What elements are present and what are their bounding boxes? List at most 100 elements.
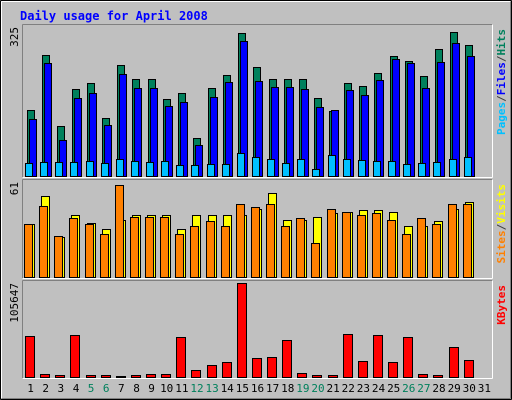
bar-fill (161, 374, 171, 378)
legend-entry: / (495, 223, 508, 230)
bar-outline (297, 159, 305, 177)
x-tick-label-day-5: 5 (88, 382, 95, 395)
bar-fill (221, 226, 230, 278)
bar-pages-day-13 (207, 164, 215, 177)
bar-fill (207, 365, 217, 378)
bar-fill (29, 119, 37, 177)
bar-fill (190, 226, 199, 278)
bar-sites-day-14 (221, 226, 230, 278)
bar-outline (54, 236, 63, 278)
bar-fill (146, 162, 154, 177)
x-tick-label-day-23: 23 (357, 382, 370, 395)
bar-pages-day-1 (25, 163, 33, 177)
bar-fill (418, 374, 428, 378)
bar-outline (432, 224, 441, 278)
bar-outline (145, 217, 154, 278)
bar-fill (373, 161, 381, 177)
bar-outline (86, 375, 96, 378)
bar-outline (327, 209, 336, 278)
bar-fill (165, 106, 173, 177)
bar-outline (281, 226, 290, 278)
bar-sites-day-8 (130, 217, 139, 278)
bar-fill (252, 157, 260, 177)
bar-pages-day-30 (464, 157, 472, 177)
bar-kbytes-day-28 (433, 375, 443, 378)
bar-fill (433, 162, 441, 177)
bar-fill (191, 370, 201, 378)
bar-outline (221, 226, 230, 278)
bar-sites-day-17 (266, 204, 275, 278)
bar-outline (252, 157, 260, 177)
bar-outline (251, 207, 260, 278)
bar-kbytes-day-27 (418, 374, 428, 378)
bar-fill (331, 110, 339, 177)
x-tick-label-day-21: 21 (326, 382, 339, 395)
x-tick-label-day-7: 7 (118, 382, 125, 395)
x-tick-label-day-30: 30 (463, 382, 476, 395)
bar-fill (101, 375, 111, 378)
bar-pages-day-20 (312, 169, 320, 177)
bar-pages-day-15 (237, 153, 245, 177)
bar-outline (417, 218, 426, 278)
bar-fill (392, 59, 400, 177)
bar-kbytes-day-11 (176, 337, 186, 378)
bar-fill (297, 159, 305, 177)
bar-kbytes-day-8 (131, 375, 141, 378)
bar-fill (70, 335, 80, 378)
bar-outline (116, 159, 124, 177)
bar-outline (372, 213, 381, 278)
x-tick-label-day-8: 8 (133, 382, 140, 395)
panel-kbytes: 105647 KBytes (8, 280, 508, 379)
bar-kbytes-day-23 (358, 361, 368, 378)
bar-fill (44, 63, 52, 177)
bar-fill (422, 88, 430, 177)
bar-kbytes-day-6 (101, 375, 111, 378)
x-tick-label-day-18: 18 (281, 382, 294, 395)
x-tick-label-day-29: 29 (448, 382, 461, 395)
bar-files-day-14 (225, 82, 233, 177)
bar-outline (55, 375, 65, 378)
bar-outline (267, 357, 277, 378)
bar-fill (85, 224, 94, 278)
bar-sites-day-12 (190, 226, 199, 278)
bar-fill (418, 163, 426, 177)
bar-outline (267, 159, 275, 177)
x-tick-label-day-22: 22 (342, 382, 355, 395)
x-tick-label-day-25: 25 (387, 382, 400, 395)
bar-sites-day-30 (463, 204, 472, 278)
bar-fill (417, 218, 426, 278)
bar-outline (296, 218, 305, 278)
bar-sites-day-13 (206, 221, 215, 278)
legend-entry: Sites (495, 230, 508, 263)
bar-fill (251, 207, 260, 278)
bar-outline (282, 163, 290, 177)
bar-fill (328, 375, 338, 378)
bar-fill (175, 234, 184, 278)
bar-fill (130, 217, 139, 278)
bar-fill (449, 347, 459, 378)
bar-fill (86, 161, 94, 177)
bar-kbytes-day-7 (116, 376, 126, 378)
bar-sites-day-28 (432, 224, 441, 278)
bar-outline (236, 204, 245, 278)
bar-outline (403, 337, 413, 378)
bar-fill (343, 334, 353, 378)
bar-fill (176, 337, 186, 378)
bar-fill (236, 204, 245, 278)
bar-outline (100, 234, 109, 278)
bar-fill (437, 62, 445, 177)
bar-fill (449, 159, 457, 177)
bar-fill (403, 337, 413, 378)
legend-entry: Files (495, 62, 508, 95)
bar-sites-day-22 (342, 212, 351, 278)
bar-fill (119, 74, 127, 177)
bar-sites-day-25 (387, 220, 396, 278)
bar-outline (312, 169, 320, 177)
bar-fill (388, 362, 398, 378)
bar-fill (131, 375, 141, 378)
bar-fill (191, 165, 199, 177)
bar-files-day-28 (437, 62, 445, 177)
bar-fill (373, 335, 383, 378)
